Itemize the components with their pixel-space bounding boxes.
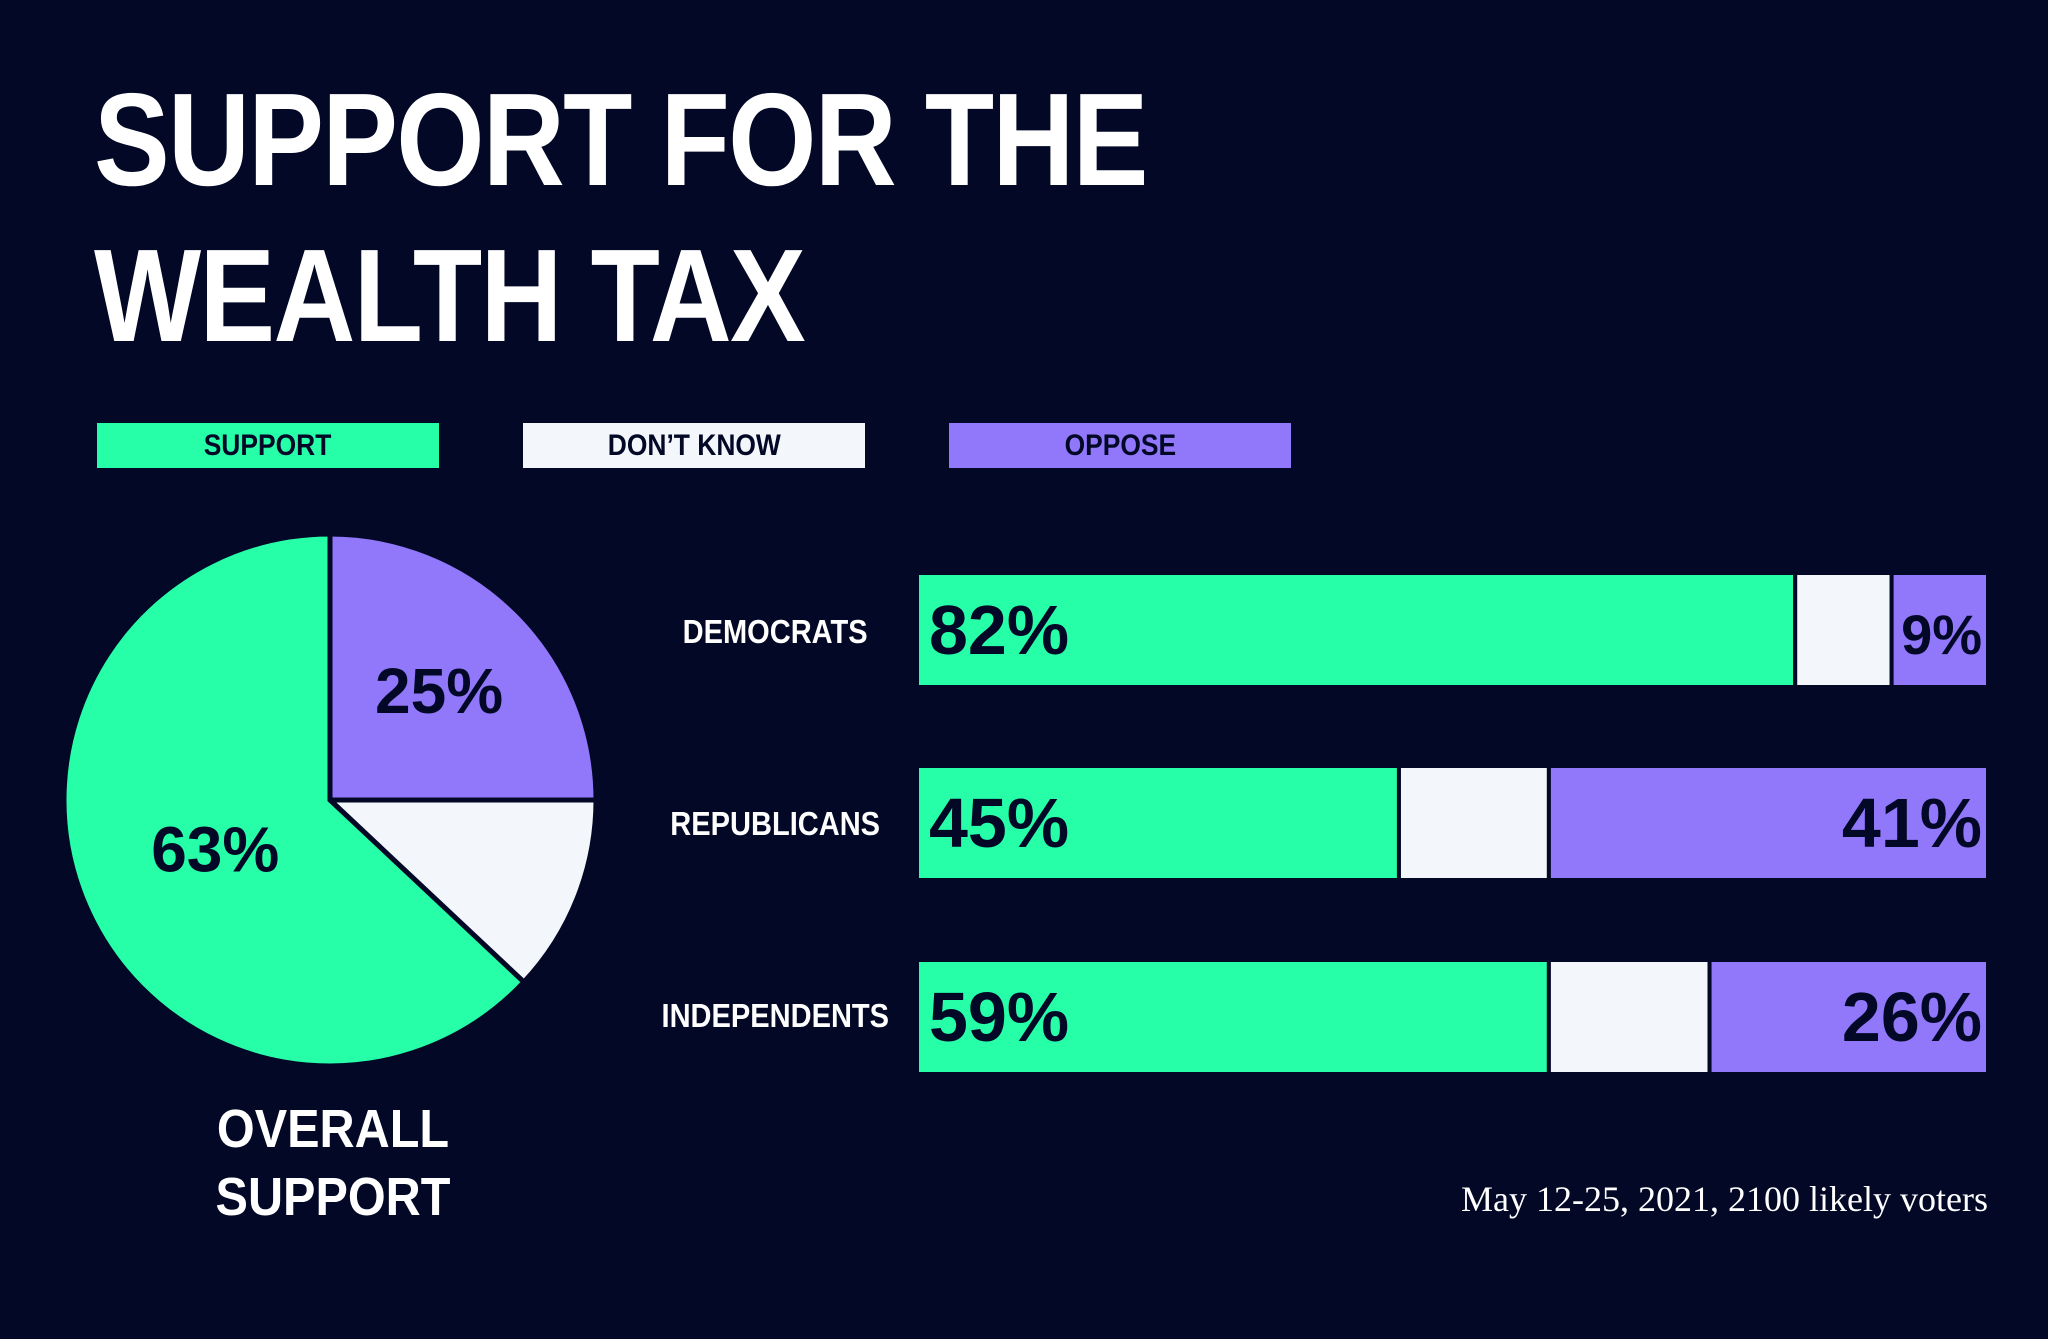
legend-dont-know: DON’T KNOW (523, 423, 865, 468)
bar-label-independents-oppose: 26% (1842, 978, 1982, 1056)
row-label-republicans: REPUBLICANS (630, 805, 920, 843)
bar-independents-oppose (1707, 958, 1991, 1076)
source-note: May 12-25, 2021, 2100 likely voters (1461, 1179, 1988, 1219)
bar-independents-don-t-know (1546, 958, 1712, 1076)
pie-caption: OVERALL SUPPORT (130, 1095, 536, 1231)
bar-label-republicans-oppose: 41% (1842, 784, 1982, 862)
pie-label-oppose: 25% (375, 655, 503, 727)
pie-label-support: 63% (151, 814, 279, 886)
bar-label-independents-support: 59% (929, 978, 1069, 1056)
legend-oppose-label: OPPOSE (1064, 428, 1176, 462)
bar-republicans-support (915, 764, 1401, 882)
bar-republicans-oppose (1546, 764, 1990, 882)
row-label-democrats-text: DEMOCRATS (682, 613, 868, 650)
bar-label-democrats-support: 82% (929, 591, 1069, 669)
bar-democrats-support (915, 571, 1798, 689)
chart-title: SUPPORT FOR THE WEALTH TAX (94, 62, 1148, 374)
bar-democrats-don-t-know (1793, 571, 1894, 689)
bar-independents-support (915, 958, 1551, 1076)
row-label-republicans-text: REPUBLICANS (670, 805, 880, 842)
bar-republicans-don-t-know (1396, 764, 1551, 882)
pie-slice-don-t-know (323, 797, 599, 986)
chart-title-line-1: SUPPORT FOR THE (94, 66, 1148, 213)
legend-dont-know-label: DON’T KNOW (607, 428, 781, 462)
pie-slice-support (61, 531, 528, 1069)
bar-democrats-oppose (1889, 571, 1990, 689)
chart-title-line-2: WEALTH TAX (94, 222, 806, 369)
row-label-independents-text: INDEPENDENTS (661, 997, 889, 1034)
legend-oppose: OPPOSE (949, 423, 1291, 468)
row-label-democrats: DEMOCRATS (630, 613, 920, 651)
pie-caption-line-1: OVERALL (216, 1099, 450, 1159)
row-label-independents: INDEPENDENTS (630, 997, 920, 1035)
pie-caption-line-2: SUPPORT (215, 1167, 451, 1227)
bar-label-democrats-oppose: 9% (1901, 603, 1982, 666)
legend-support: SUPPORT (97, 423, 439, 468)
bar-label-republicans-support: 45% (929, 784, 1069, 862)
pie-slice-oppose (327, 531, 599, 803)
legend-support-label: SUPPORT (204, 428, 332, 462)
